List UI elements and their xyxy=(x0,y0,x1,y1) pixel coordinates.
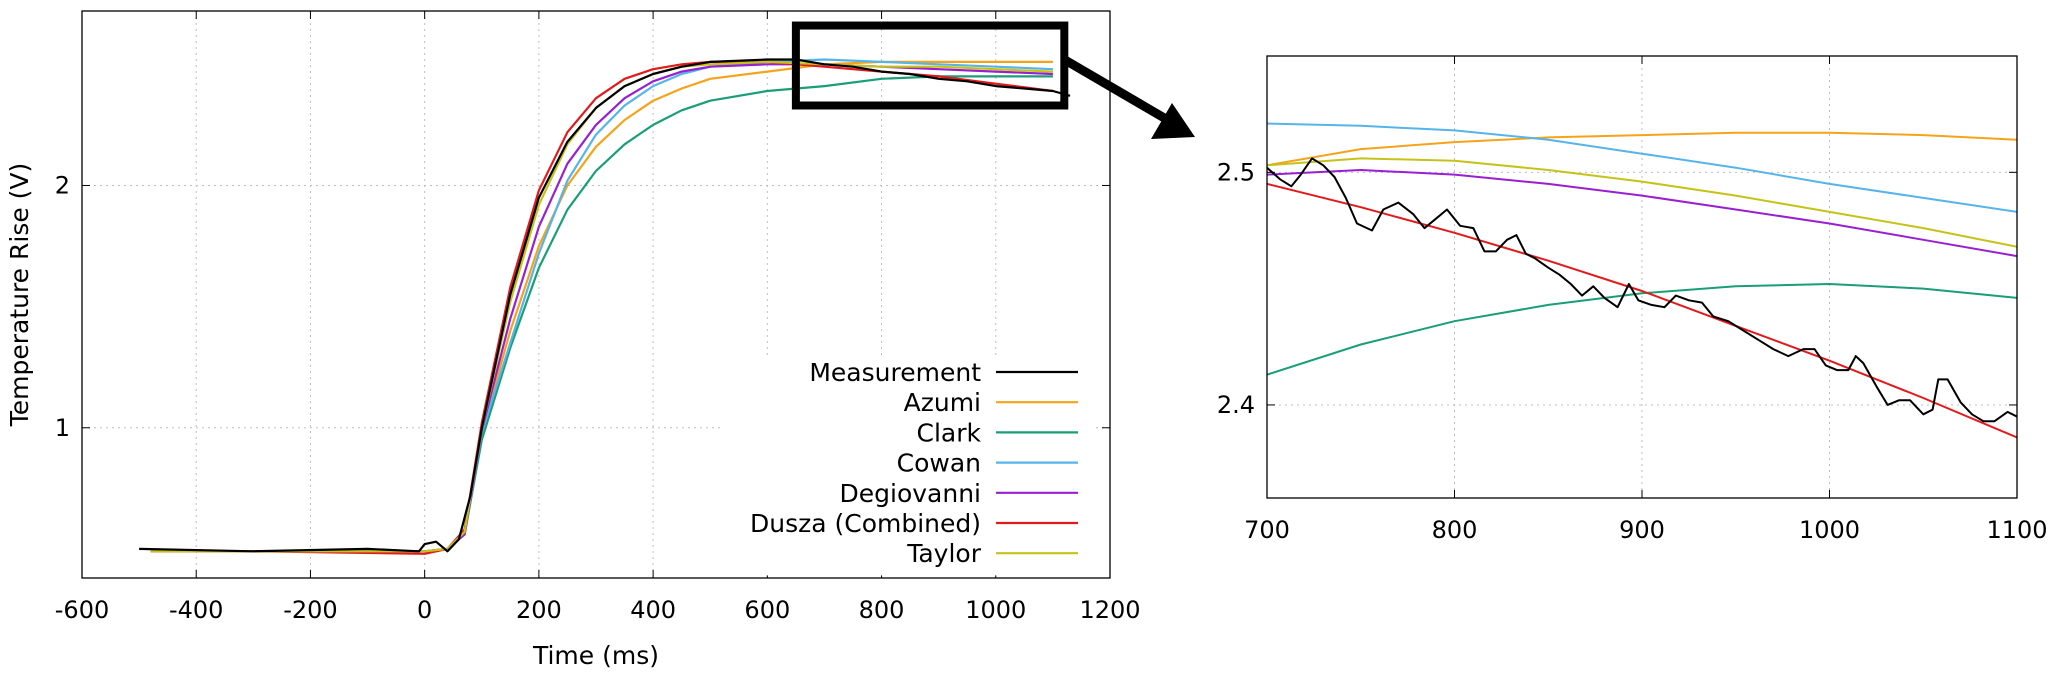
y-axis-title: Temperature Rise (V) xyxy=(5,163,34,428)
legend-label-degiovanni: Degiovanni xyxy=(840,479,982,508)
x-axis-title: Time (ms) xyxy=(532,641,659,670)
inset-plot: 700 800 900 1000 1100 2.4 2.5 xyxy=(1217,55,2048,544)
legend-label-dusza-combined: Dusza (Combined) xyxy=(750,509,981,538)
y-tick-label: 2.5 xyxy=(1217,158,1255,186)
inset-series-group xyxy=(1267,122,2017,439)
x-tick-label: -400 xyxy=(169,596,223,624)
series-line-clark xyxy=(1267,283,2017,376)
legend-label-taylor: Taylor xyxy=(906,539,981,568)
x-tick-label: 1000 xyxy=(965,596,1026,624)
series-line-dusza-combined xyxy=(1267,182,2017,439)
zoom-arrow-head xyxy=(1151,103,1195,139)
inset-tick-labels: 700 800 900 1000 1100 2.4 2.5 xyxy=(1217,158,2048,544)
x-tick-label: 800 xyxy=(859,596,905,624)
inset-grid xyxy=(1266,56,2018,498)
x-tick-label: 900 xyxy=(1619,516,1665,544)
legend-background xyxy=(720,358,1095,576)
legend: MeasurementAzumiClarkCowanDegiovanniDusz… xyxy=(750,358,1078,568)
x-tick-label: 1200 xyxy=(1079,596,1140,624)
zoom-arrow-shaft xyxy=(1062,56,1169,123)
x-tick-label: 700 xyxy=(1244,516,1290,544)
zoom-arrow xyxy=(1062,56,1195,139)
series-line-measurement xyxy=(1267,157,2017,423)
legend-label-clark: Clark xyxy=(917,418,982,447)
inset-plot-frame xyxy=(1266,55,2018,499)
x-tick-label: 1000 xyxy=(1799,516,1860,544)
y-tick-label: 2.4 xyxy=(1217,391,1255,419)
main-series-group xyxy=(139,58,1071,555)
series-line-degiovanni xyxy=(1267,169,2017,258)
x-tick-label: 800 xyxy=(1432,516,1478,544)
x-tick-label: 1100 xyxy=(1986,516,2047,544)
x-tick-label: 600 xyxy=(744,596,790,624)
x-tick-label: 400 xyxy=(630,596,676,624)
series-line-azumi xyxy=(1267,131,2017,167)
legend-label-measurement: Measurement xyxy=(809,358,981,387)
main-plot-frame xyxy=(81,10,1111,579)
x-tick-label: -200 xyxy=(283,596,337,624)
x-tick-label: 200 xyxy=(516,596,562,624)
series-line-taylor xyxy=(1267,157,2017,248)
legend-label-cowan: Cowan xyxy=(897,449,981,478)
series-line-measurement xyxy=(139,58,1071,553)
legend-label-azumi: Azumi xyxy=(904,388,981,417)
main-plot: -600 -400 -200 0 200 400 600 800 1000 1200 1 2 Time… xyxy=(5,10,1141,670)
series-line-cowan xyxy=(1267,122,2017,213)
y-tick-label: 1 xyxy=(55,414,70,442)
main-tick-labels: -600 -400 -200 0 200 400 600 800 1000 1200 1 2 xyxy=(55,171,1141,624)
main-grid xyxy=(81,11,1111,578)
x-tick-label: 0 xyxy=(417,596,432,624)
zoom-region-box xyxy=(791,21,1069,110)
x-tick-label: -600 xyxy=(55,596,109,624)
y-tick-label: 2 xyxy=(55,171,70,199)
